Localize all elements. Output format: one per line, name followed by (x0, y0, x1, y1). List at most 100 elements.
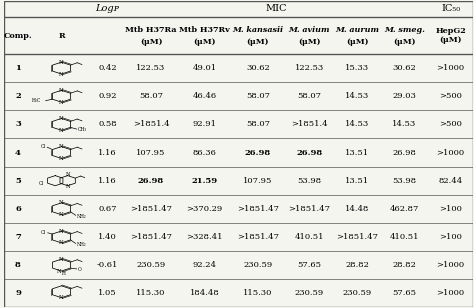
Text: 21.59: 21.59 (191, 177, 218, 185)
Text: >100: >100 (439, 233, 462, 241)
Text: 410.51: 410.51 (294, 233, 324, 241)
Text: 122.53: 122.53 (294, 64, 324, 72)
Text: >1000: >1000 (437, 148, 465, 156)
Text: R: R (58, 31, 65, 39)
Text: 0.42: 0.42 (98, 64, 117, 72)
Text: 82.44: 82.44 (438, 177, 463, 185)
Text: Mtb H37Ra: Mtb H37Ra (125, 26, 177, 34)
Text: CH₃: CH₃ (78, 127, 87, 132)
Text: 92.24: 92.24 (192, 261, 217, 269)
Text: O: O (78, 267, 82, 272)
Text: 1.16: 1.16 (98, 148, 117, 156)
Text: 30.62: 30.62 (392, 64, 416, 72)
Text: 122.53: 122.53 (137, 64, 166, 72)
Text: >1851.47: >1851.47 (288, 205, 330, 213)
Text: 8: 8 (15, 261, 21, 269)
Text: 7: 7 (15, 233, 21, 241)
Text: N: N (59, 156, 64, 161)
Text: >328.41: >328.41 (186, 233, 223, 241)
Text: 230.59: 230.59 (294, 289, 324, 297)
Text: 107.95: 107.95 (243, 177, 273, 185)
Text: 1: 1 (15, 64, 21, 72)
Text: 58.07: 58.07 (246, 92, 270, 100)
Text: 15.33: 15.33 (345, 64, 369, 72)
Text: 49.01: 49.01 (192, 64, 217, 72)
Text: (μM): (μM) (393, 38, 416, 46)
Text: 13.51: 13.51 (345, 148, 369, 156)
Text: 58.07: 58.07 (139, 92, 163, 100)
Text: 0.92: 0.92 (98, 92, 117, 100)
Text: N: N (59, 71, 64, 76)
Text: 58.07: 58.07 (246, 120, 270, 128)
Text: N: N (59, 295, 64, 300)
Text: 92.91: 92.91 (192, 120, 217, 128)
Text: 230.59: 230.59 (343, 289, 372, 297)
Text: >100: >100 (439, 205, 462, 213)
Text: N: N (59, 88, 64, 93)
Text: N: N (59, 257, 64, 262)
Text: >1851.47: >1851.47 (237, 233, 279, 241)
Text: 26.98: 26.98 (138, 177, 164, 185)
Text: 6: 6 (15, 205, 21, 213)
Text: MIC: MIC (265, 4, 287, 13)
Text: H: H (62, 271, 66, 277)
Text: 58.07: 58.07 (297, 92, 321, 100)
Text: 53.98: 53.98 (392, 177, 417, 185)
Text: N: N (59, 60, 64, 65)
Text: 57.65: 57.65 (392, 289, 417, 297)
Text: 13.51: 13.51 (345, 177, 369, 185)
Text: 29.03: 29.03 (392, 92, 417, 100)
Text: Mtb H37Rv: Mtb H37Rv (179, 26, 230, 34)
Text: 1.16: 1.16 (98, 177, 117, 185)
Text: >500: >500 (439, 92, 462, 100)
Text: 26.98: 26.98 (392, 148, 417, 156)
Text: 14.53: 14.53 (392, 120, 417, 128)
Text: N: N (59, 144, 64, 149)
Text: Cl: Cl (38, 181, 44, 186)
Text: N: N (59, 201, 64, 205)
Text: HepG2
(μM): HepG2 (μM) (435, 27, 466, 44)
Text: M. avium: M. avium (289, 26, 330, 34)
Text: >1000: >1000 (437, 261, 465, 269)
Text: 28.82: 28.82 (392, 261, 417, 269)
Text: 14.48: 14.48 (345, 205, 369, 213)
Text: >370.29: >370.29 (186, 205, 223, 213)
Text: 1.40: 1.40 (98, 233, 117, 241)
Text: N: N (59, 116, 64, 121)
Text: 14.53: 14.53 (345, 120, 369, 128)
Text: >1851.47: >1851.47 (237, 205, 279, 213)
Text: 115.30: 115.30 (243, 289, 273, 297)
Text: 0.58: 0.58 (98, 120, 117, 128)
Text: 5: 5 (15, 177, 21, 185)
Text: >500: >500 (439, 120, 462, 128)
Text: >1000: >1000 (437, 64, 465, 72)
Text: M. kansasii: M. kansasii (232, 26, 283, 34)
Text: 28.82: 28.82 (345, 261, 369, 269)
Text: >1851.47: >1851.47 (130, 233, 172, 241)
Text: N: N (59, 128, 64, 133)
Text: 184.48: 184.48 (190, 289, 219, 297)
Text: 1.05: 1.05 (98, 289, 117, 297)
Text: 57.65: 57.65 (297, 261, 321, 269)
Text: 14.53: 14.53 (345, 92, 369, 100)
Text: 2: 2 (15, 92, 21, 100)
Text: >1851.47: >1851.47 (336, 233, 378, 241)
Text: N: N (59, 100, 64, 105)
Text: H₃C: H₃C (32, 98, 41, 103)
Text: NH₂: NH₂ (77, 214, 86, 219)
Text: 46.46: 46.46 (192, 92, 217, 100)
Text: M. aurum: M. aurum (335, 26, 379, 34)
Text: 0.67: 0.67 (98, 205, 117, 213)
Text: 26.98: 26.98 (245, 148, 271, 156)
Text: Cl: Cl (41, 144, 46, 149)
Text: IC₅₀: IC₅₀ (441, 4, 460, 13)
Text: Logᴘ: Logᴘ (96, 4, 119, 13)
Text: 230.59: 230.59 (137, 261, 166, 269)
Text: 3: 3 (15, 120, 21, 128)
Text: 30.62: 30.62 (246, 64, 270, 72)
Text: N: N (59, 240, 64, 245)
Text: 107.95: 107.95 (137, 148, 166, 156)
Text: M. smeg.: M. smeg. (384, 26, 425, 34)
Text: N: N (59, 212, 64, 217)
Text: N: N (65, 184, 70, 189)
